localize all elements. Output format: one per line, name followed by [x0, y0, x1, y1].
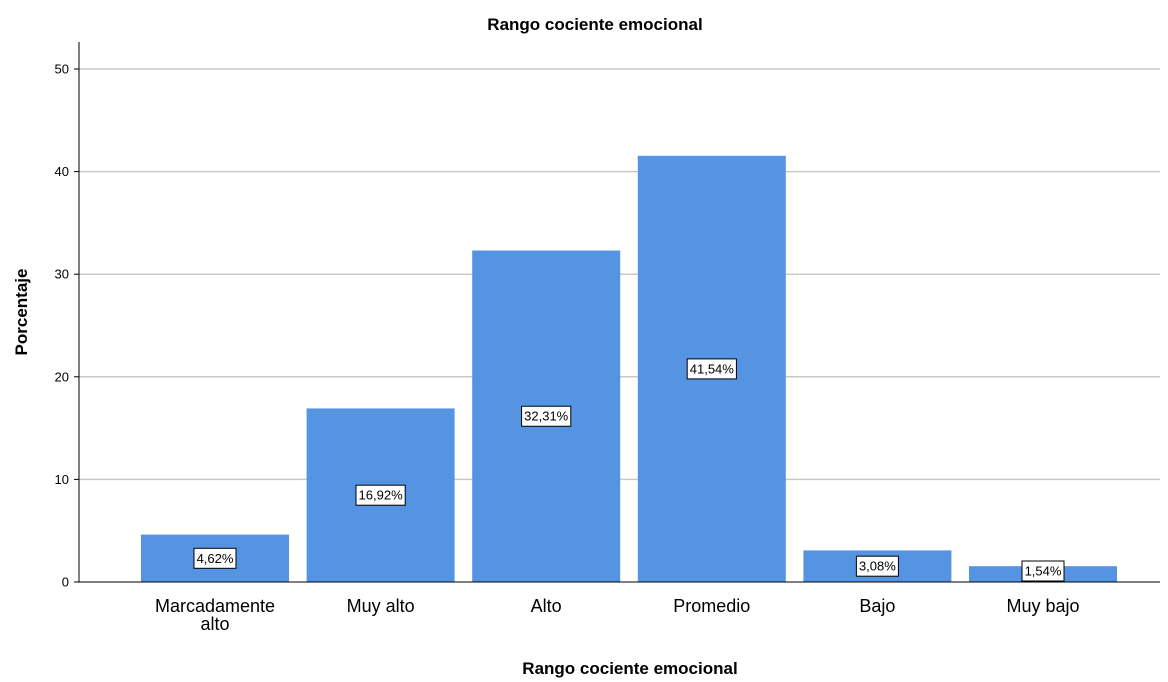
y-tick-label: 40	[55, 164, 69, 179]
data-label: 1,54%	[1025, 564, 1062, 579]
y-tick-label: 20	[55, 369, 69, 384]
data-label-box	[193, 547, 237, 569]
chart-title: Rango cociente emocional	[487, 15, 702, 34]
x-tick-label: Muy alto	[347, 596, 415, 616]
data-label-box	[1021, 560, 1065, 582]
data-label-box	[686, 358, 737, 380]
x-tick-label: Promedio	[673, 596, 750, 616]
data-label: 3,08%	[859, 559, 896, 574]
data-label-box	[855, 555, 899, 577]
y-tick-label: 10	[55, 472, 69, 487]
data-label: 41,54%	[690, 361, 735, 376]
y-tick-label: 50	[55, 62, 69, 77]
x-tick-label: Muy bajo	[1006, 596, 1079, 616]
x-axis-label: Rango cociente emocional	[522, 659, 737, 678]
x-tick-label: alto	[200, 614, 229, 634]
data-label: 16,92%	[359, 488, 404, 503]
y-tick-label: 30	[55, 267, 69, 282]
data-label: 4,62%	[197, 551, 234, 566]
y-axis-label: Porcentaje	[12, 269, 31, 356]
data-label-box	[355, 484, 406, 506]
data-label-box	[521, 405, 572, 427]
y-tick-label: 0	[62, 575, 69, 590]
data-labels-group: 4,62% 16,92% 32,31% 41,54% 3,08% 1,54%	[193, 358, 1065, 582]
x-tick-label: Marcadamente	[155, 596, 275, 616]
data-label: 32,31%	[524, 409, 569, 424]
x-tick-label: Alto	[531, 596, 562, 616]
x-tick-label: Bajo	[859, 596, 895, 616]
